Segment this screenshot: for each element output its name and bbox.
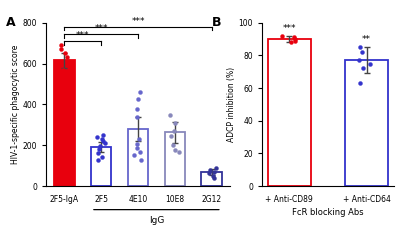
Point: [212, 166, 219, 170]
Point: [356, 45, 363, 49]
Point: [96, 148, 102, 151]
Text: **: **: [362, 35, 371, 44]
Bar: [165, 132, 185, 186]
Point: [167, 113, 174, 116]
Point: [279, 34, 285, 38]
Point: [98, 137, 105, 141]
X-axis label: FcR blocking Abs: FcR blocking Abs: [292, 208, 364, 217]
Point: [62, 52, 69, 55]
Text: ***: ***: [282, 24, 296, 32]
Text: ***: ***: [76, 32, 90, 40]
Point: [134, 143, 140, 146]
Point: [176, 151, 183, 154]
Text: B: B: [212, 16, 221, 29]
Text: ***: ***: [94, 24, 108, 33]
Point: [356, 81, 363, 85]
Point: [137, 151, 144, 154]
Point: [134, 115, 140, 118]
Point: [64, 56, 70, 59]
Point: [292, 39, 299, 42]
Point: [102, 141, 108, 145]
Point: [94, 152, 101, 155]
Point: [66, 60, 72, 63]
Point: [359, 50, 365, 54]
Point: [360, 67, 367, 70]
Point: [134, 147, 140, 150]
Text: IgG: IgG: [149, 216, 164, 225]
Point: [292, 37, 298, 41]
Point: [58, 43, 64, 47]
Point: [135, 98, 141, 101]
Point: [136, 137, 142, 141]
Point: [291, 36, 297, 39]
Point: [288, 40, 294, 44]
Point: [170, 143, 176, 147]
Point: [100, 139, 106, 143]
Text: A: A: [6, 16, 15, 29]
Point: [171, 121, 178, 125]
Point: [94, 135, 100, 139]
Bar: [268, 39, 310, 186]
Bar: [54, 60, 74, 186]
Point: [58, 47, 64, 51]
Point: [171, 129, 178, 133]
Bar: [91, 147, 111, 186]
Point: [99, 155, 106, 158]
Text: ***: ***: [131, 17, 145, 26]
Point: [206, 168, 213, 172]
Point: [96, 144, 103, 148]
Bar: [128, 129, 148, 186]
Point: [168, 134, 174, 138]
Bar: [346, 60, 388, 186]
Point: [131, 154, 138, 157]
Point: [206, 171, 212, 175]
Point: [210, 174, 216, 177]
Point: [134, 107, 140, 110]
Bar: [202, 172, 222, 186]
Point: [367, 62, 373, 65]
Y-axis label: HIV-1-specific phagocytic score: HIV-1-specific phagocytic score: [10, 45, 20, 164]
Point: [137, 90, 143, 94]
Y-axis label: ADCP inhibition (%): ADCP inhibition (%): [227, 67, 236, 142]
Point: [60, 68, 66, 72]
Point: [356, 59, 362, 62]
Point: [94, 158, 101, 161]
Point: [211, 170, 217, 174]
Point: [138, 158, 144, 161]
Point: [100, 133, 107, 137]
Point: [172, 148, 178, 152]
Point: [211, 176, 218, 180]
